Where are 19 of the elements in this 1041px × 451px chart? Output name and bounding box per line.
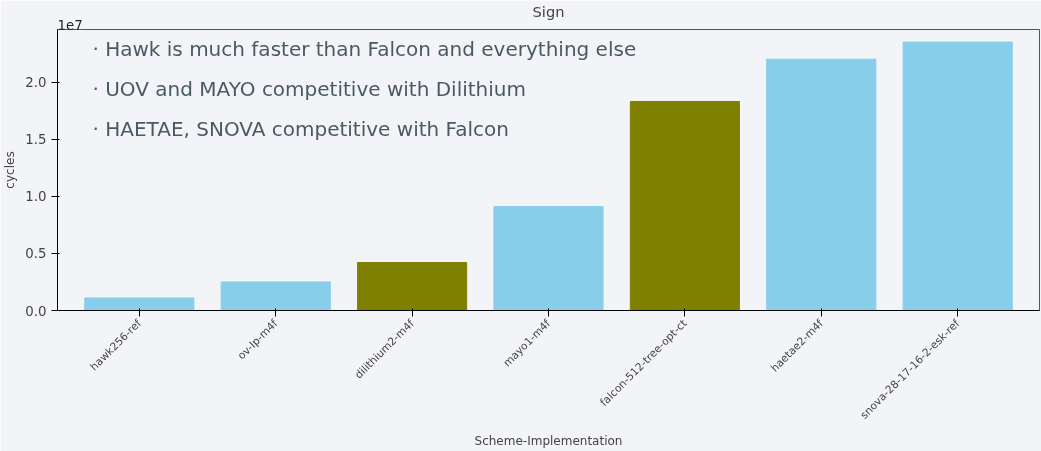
bar [629,100,740,311]
y-tick-label: 2.0 [25,75,47,91]
y-axis-title: cycles [3,151,18,189]
annotation: · Hawk is much faster than Falcon and everything else [92,36,637,61]
bar [357,262,468,311]
y-tick-label: 1.0 [25,189,47,205]
annotation: 1e7 [57,17,83,33]
bar [766,58,877,311]
annotation: · UOV and MAYO competitive with Dilithium [92,76,526,101]
bar [902,41,1013,311]
y-tick-label: 0.0 [25,303,47,319]
y-tick-label: 1.5 [25,132,47,148]
bar [493,206,604,311]
y-tick-label: 0.5 [25,246,47,262]
annotation: · HAETAE, SNOVA competitive with Falcon [92,116,509,141]
bar [220,281,331,311]
x-axis-title: Scheme-Implementation [474,434,623,449]
bar [84,297,195,311]
chart-title: Sign [532,2,565,20]
